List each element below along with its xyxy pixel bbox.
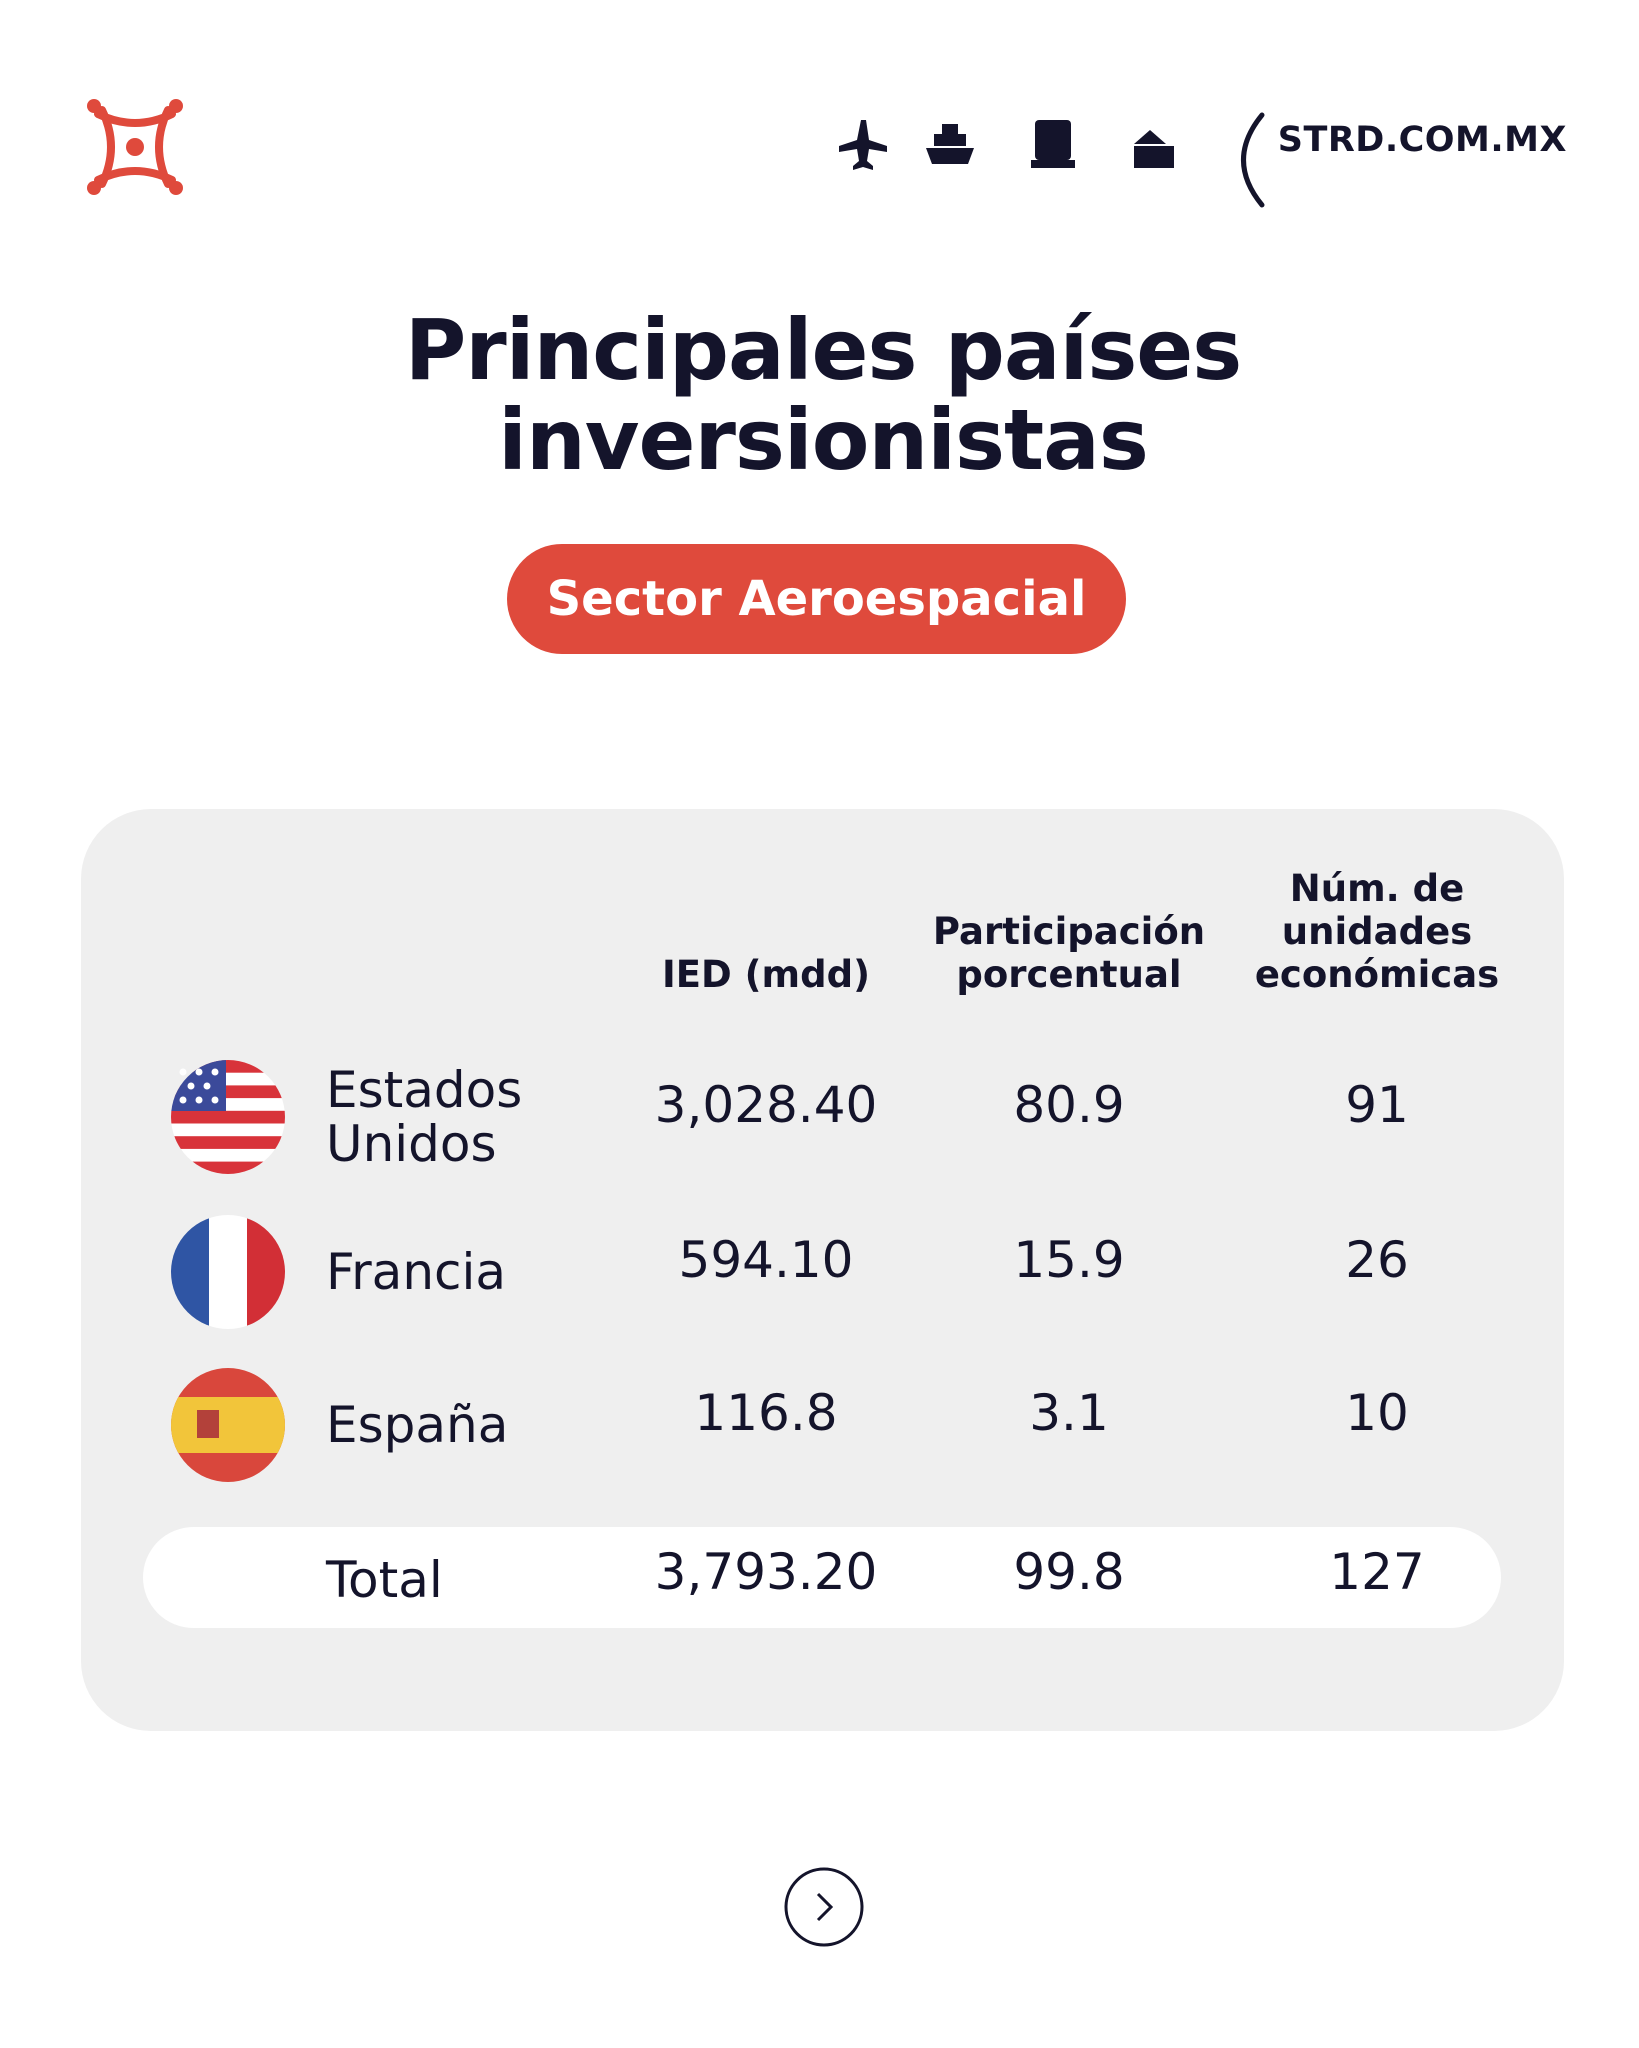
site-url[interactable]: STRD.COM.MX (1277, 120, 1567, 160)
table-cell: 3.1 (1029, 1384, 1109, 1442)
table-cell: 80.9 (1013, 1076, 1125, 1134)
logo (87, 99, 183, 195)
table-cell: 91 (1345, 1076, 1409, 1134)
table-cell: 26 (1345, 1231, 1409, 1289)
flag (171, 1060, 285, 1174)
transport-icons (839, 112, 1265, 208)
column-header: Participación porcentual (932, 910, 1206, 996)
total-cell: 127 (1329, 1543, 1425, 1601)
total-label: Total (326, 1551, 443, 1609)
table-cell: 10 (1345, 1384, 1409, 1442)
column-header: IED (mdd) (662, 953, 870, 996)
total-cell: 3,793.20 (654, 1543, 878, 1601)
flag (171, 1368, 285, 1482)
table-cell: 3,028.40 (654, 1076, 878, 1134)
flag (171, 1215, 285, 1329)
table-cell: 116.8 (694, 1384, 838, 1442)
country-name: España (326, 1396, 509, 1454)
table-cell: 594.10 (678, 1231, 854, 1289)
total-cell: 99.8 (1013, 1543, 1125, 1601)
next-button[interactable] (783, 1866, 865, 1948)
country-name: Francia (326, 1243, 507, 1301)
total-row-bg (143, 1527, 1501, 1628)
column-header: Núm. de unidades económicas (1254, 867, 1500, 996)
country-name: Estados Unidos (326, 1061, 523, 1173)
title: Principales países inversionistas (404, 301, 1243, 489)
table-cell: 15.9 (1013, 1231, 1125, 1289)
subtitle-pill: Sector Aeroespacial (507, 544, 1126, 654)
